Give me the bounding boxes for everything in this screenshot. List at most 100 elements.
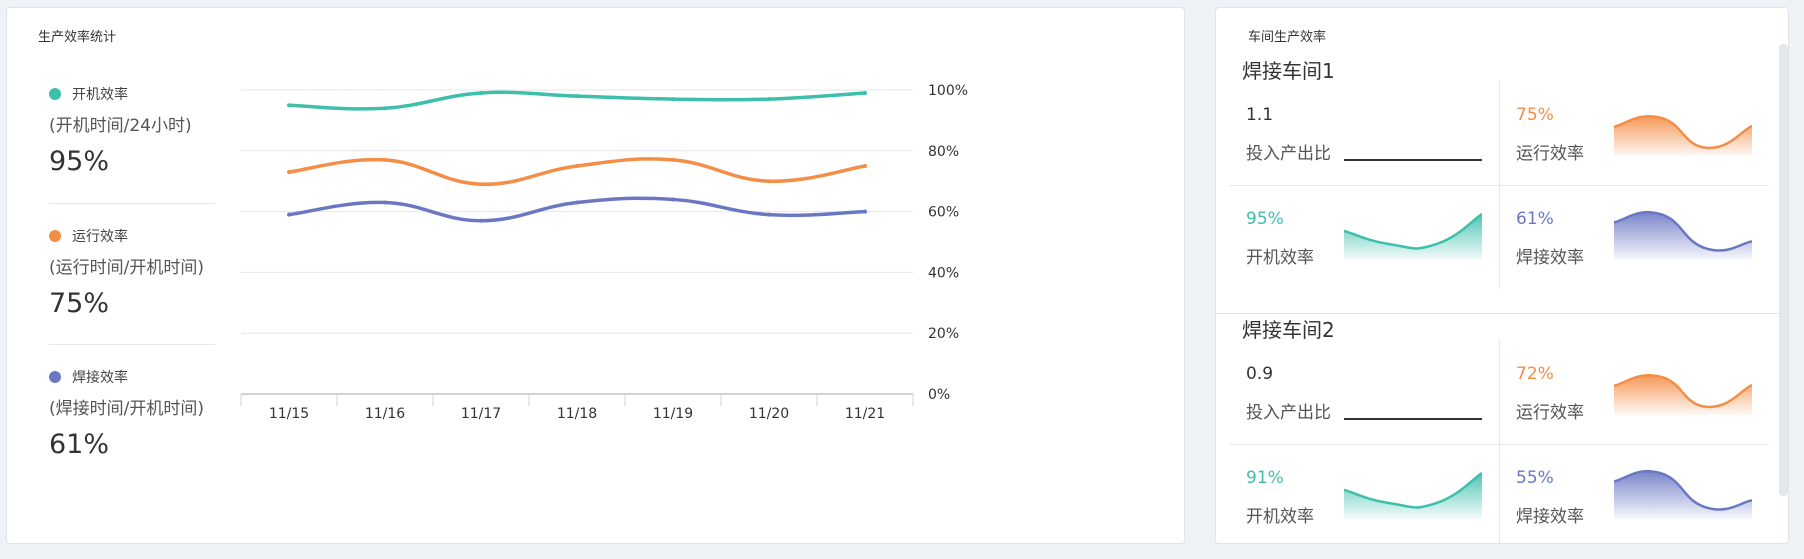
ratio-value: 1.1: [1246, 105, 1274, 125]
data-point[interactable]: [863, 91, 867, 96]
sparkline-line: [1614, 211, 1752, 252]
data-point[interactable]: [671, 97, 675, 102]
legend-formula: (开机时间/24小时): [49, 116, 192, 136]
data-point[interactable]: [575, 200, 579, 205]
data-point[interactable]: [575, 164, 579, 168]
legend-name: 焊接效率: [72, 370, 128, 386]
sparkline-line: [1614, 374, 1752, 409]
ratio-underline: [1344, 159, 1482, 161]
data-point[interactable]: [383, 200, 387, 205]
data-point[interactable]: [479, 182, 483, 187]
panel-title: 生产效率统计: [38, 30, 117, 45]
legend-dot: [49, 371, 61, 383]
data-point[interactable]: [671, 157, 675, 162]
legend-dot: [49, 88, 61, 100]
x-tick-label: 11/15: [269, 406, 309, 422]
ratio-cell: 0.9 投入产出比: [1229, 340, 1499, 444]
legend-name: 运行效率: [72, 229, 128, 245]
welding-value: 55%: [1516, 468, 1554, 488]
welding-label: 焊接效率: [1516, 507, 1584, 527]
data-point[interactable]: [287, 103, 291, 108]
ratio-label: 投入产出比: [1246, 403, 1331, 423]
running-efficiency-cell: 72% 运行效率: [1499, 340, 1769, 444]
x-tick-label: 11/21: [845, 406, 885, 422]
panel-title: 车间生产效率: [1248, 30, 1327, 45]
running-sparkline: [1614, 115, 1752, 156]
power-on-efficiency-cell: 91% 开机效率: [1229, 444, 1499, 543]
legend-divider: [49, 203, 215, 204]
welding-sparkline: [1614, 470, 1752, 519]
sparkline-line: [1344, 212, 1482, 250]
data-point[interactable]: [383, 106, 387, 111]
x-tick-label: 11/17: [461, 406, 501, 422]
workshop-metrics-grid: 1.1 投入产出比 75% 运行效率 95% 开机效率 61% 焊接效率: [1229, 81, 1769, 289]
running-label: 运行效率: [1516, 144, 1584, 164]
sparkline-area: [1344, 214, 1482, 260]
data-point[interactable]: [479, 91, 483, 96]
legend-formula: (运行时间/开机时间): [49, 258, 204, 278]
power-on-value: 95%: [1246, 209, 1284, 229]
running-value: 72%: [1516, 364, 1554, 384]
sparkline-line: [1344, 471, 1482, 509]
y-tick-label: 100%: [928, 83, 968, 99]
power-on-value: 91%: [1246, 468, 1284, 488]
legend-name: 开机效率: [72, 87, 128, 103]
data-point[interactable]: [863, 164, 867, 168]
grid-divider: [1229, 444, 1769, 445]
y-tick-label: 20%: [928, 326, 959, 342]
welding-value: 61%: [1516, 209, 1554, 229]
welding-sparkline: [1614, 211, 1752, 260]
legend-value: 61%: [49, 429, 110, 460]
power-on-sparkline: [1344, 471, 1482, 519]
running-value: 75%: [1516, 105, 1554, 125]
welding-efficiency-cell: 55% 焊接效率: [1499, 444, 1769, 543]
running-label: 运行效率: [1516, 403, 1584, 423]
efficiency-panel: 生产效率统计 开机效率 (开机时间/24小时) 95% 运行效率 (运行时间/开…: [6, 7, 1185, 544]
ratio-value: 0.9: [1246, 364, 1274, 384]
workshop-divider: [1216, 313, 1788, 314]
data-point[interactable]: [863, 209, 867, 214]
workshop-metrics-grid: 0.9 投入产出比 72% 运行效率 91% 开机效率 55% 焊接效率: [1229, 340, 1769, 543]
power-on-label: 开机效率: [1246, 507, 1314, 527]
running-sparkline: [1614, 374, 1752, 415]
grid-divider: [1229, 185, 1769, 186]
legend-value: 95%: [49, 146, 110, 177]
legend-value: 75%: [49, 288, 110, 319]
y-tick-label: 80%: [928, 144, 959, 160]
data-point[interactable]: [575, 94, 579, 99]
sparkline-line: [1614, 115, 1752, 150]
sparkline-line: [1614, 470, 1752, 511]
data-point[interactable]: [767, 179, 771, 184]
workshop-title: 焊接车间2: [1242, 318, 1335, 342]
x-tick-label: 11/18: [557, 406, 597, 422]
sparkline-area: [1614, 116, 1752, 156]
y-tick-label: 40%: [928, 265, 959, 281]
sparkline-area: [1614, 375, 1752, 415]
sparkline-area: [1614, 471, 1752, 519]
power-on-sparkline: [1344, 212, 1482, 260]
legend-dot: [49, 230, 61, 242]
sparkline-area: [1344, 473, 1482, 519]
legend-divider: [49, 344, 215, 345]
legend-formula: (焊接时间/开机时间): [49, 399, 204, 419]
grid-divider: [1499, 340, 1500, 543]
data-point[interactable]: [287, 212, 291, 217]
ratio-underline: [1344, 418, 1482, 420]
line-chart[interactable]: 0% 20% 40% 60% 80% 100% 11/15 11/16 11/17 11/18 11…: [7, 8, 1184, 543]
data-point[interactable]: [383, 157, 387, 162]
running-efficiency-cell: 75% 运行效率: [1499, 81, 1769, 185]
ratio-label: 投入产出比: [1246, 144, 1331, 164]
x-tick-label: 11/16: [365, 406, 405, 422]
series-line-1[interactable]: [287, 157, 867, 186]
power-on-label: 开机效率: [1246, 248, 1314, 268]
data-point[interactable]: [767, 212, 771, 217]
welding-label: 焊接效率: [1516, 248, 1584, 268]
scrollbar[interactable]: [1779, 44, 1788, 496]
data-point[interactable]: [671, 197, 675, 202]
data-point[interactable]: [767, 97, 771, 102]
ratio-cell: 1.1 投入产出比: [1229, 81, 1499, 185]
y-tick-label: 60%: [928, 205, 959, 221]
data-point[interactable]: [287, 170, 291, 175]
workshop-panel: 车间生产效率 焊接车间1 1.1 投入产出比 75% 运行效率 95% 开机效率…: [1215, 7, 1789, 544]
data-point[interactable]: [479, 218, 483, 223]
